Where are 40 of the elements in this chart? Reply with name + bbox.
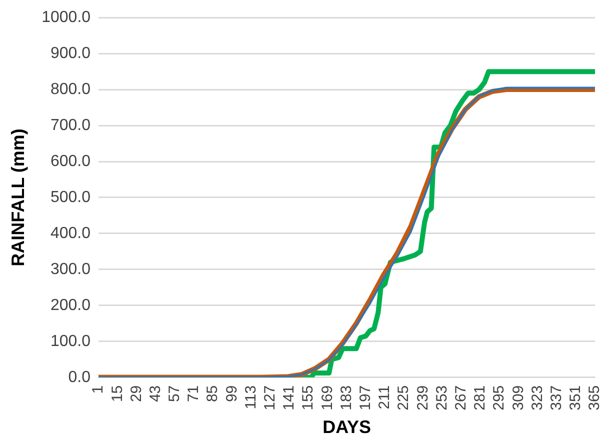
x-tick-label: 211 [376, 385, 394, 410]
y-tick-label: 100.0 [50, 332, 91, 350]
x-tick-label: 197 [357, 385, 374, 410]
x-tick-label: 99 [223, 385, 240, 402]
y-tick-label: 600.0 [50, 152, 91, 170]
x-tick-label: 295 [490, 385, 508, 410]
x-tick-label: 365 [586, 385, 604, 410]
x-tick-label: 323 [528, 385, 546, 410]
x-tick-label: 29 [128, 385, 145, 402]
y-tick-label: 1000.0 [42, 9, 91, 26]
y-tick-label: 800.0 [50, 80, 91, 98]
y-tick-label: 500.0 [50, 188, 91, 206]
y-tick-label: 400.0 [50, 224, 91, 242]
x-tick-label: 43 [146, 385, 164, 402]
x-tick-label: 281 [472, 385, 489, 410]
x-tick-label: 267 [452, 385, 470, 410]
y-tick-label: 0.0 [68, 368, 91, 386]
x-tick-label: 1 [90, 385, 107, 394]
y-axis-title: RAINFALL (mm) [8, 128, 28, 266]
x-tick-label: 309 [510, 385, 527, 410]
y-tick-label: 700.0 [50, 116, 91, 134]
x-tick-label: 113 [242, 385, 260, 410]
x-axis-title: DAYS [322, 417, 371, 438]
y-tick-label: 200.0 [50, 296, 91, 314]
x-tick-label: 57 [166, 385, 184, 402]
x-tick-label: 337 [548, 385, 565, 410]
x-tick-label: 351 [567, 385, 584, 410]
x-tick-label: 15 [108, 385, 126, 402]
x-tick-label: 155 [300, 385, 317, 410]
x-tick-label: 127 [262, 385, 279, 410]
x-tick-label: 239 [414, 385, 432, 410]
y-tick-label: 300.0 [50, 260, 91, 278]
x-tick-label: 71 [185, 385, 202, 402]
x-tick-label: 169 [318, 385, 336, 410]
x-tick-label: 225 [395, 385, 412, 410]
y-tick-label: 900.0 [50, 44, 91, 62]
x-tick-label: 183 [338, 385, 355, 410]
x-tick-label: 85 [204, 385, 222, 402]
x-tick-label: 253 [433, 385, 450, 410]
x-tick-label: 141 [280, 385, 298, 410]
